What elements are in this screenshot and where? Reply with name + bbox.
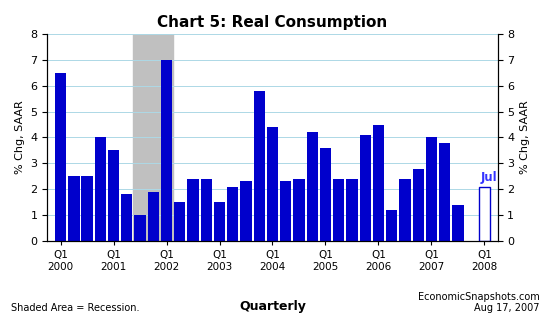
Bar: [320, 148, 331, 241]
Bar: [121, 194, 132, 241]
Text: Quarterly: Quarterly: [239, 301, 306, 313]
Bar: [187, 179, 199, 241]
Bar: [280, 181, 292, 241]
Bar: [386, 210, 397, 241]
Bar: [293, 179, 305, 241]
Bar: [333, 179, 344, 241]
Y-axis label: % Chg, SAAR: % Chg, SAAR: [520, 100, 530, 175]
Text: EconomicSnapshots.com
Aug 17, 2007: EconomicSnapshots.com Aug 17, 2007: [418, 292, 540, 313]
Bar: [373, 124, 384, 241]
Bar: [201, 179, 212, 241]
Bar: [360, 135, 371, 241]
Bar: [253, 91, 265, 241]
Bar: [452, 205, 463, 241]
Bar: [95, 137, 106, 241]
Text: Jul: Jul: [480, 171, 497, 184]
Bar: [426, 137, 437, 241]
Bar: [161, 60, 172, 241]
Bar: [240, 181, 252, 241]
Title: Chart 5: Real Consumption: Chart 5: Real Consumption: [158, 15, 387, 30]
Bar: [479, 187, 490, 241]
Bar: [55, 73, 66, 241]
Bar: [134, 34, 173, 241]
Bar: [227, 187, 238, 241]
Bar: [399, 179, 410, 241]
Bar: [148, 192, 159, 241]
Text: Shaded Area = Recession.: Shaded Area = Recession.: [11, 303, 140, 313]
Bar: [346, 179, 358, 241]
Bar: [307, 132, 318, 241]
Bar: [214, 202, 225, 241]
Bar: [135, 215, 146, 241]
Bar: [82, 176, 93, 241]
Bar: [439, 143, 450, 241]
Y-axis label: % Chg, SAAR: % Chg, SAAR: [15, 100, 25, 175]
Bar: [68, 176, 80, 241]
Bar: [108, 151, 119, 241]
Bar: [267, 127, 278, 241]
Bar: [413, 169, 424, 241]
Bar: [174, 202, 185, 241]
